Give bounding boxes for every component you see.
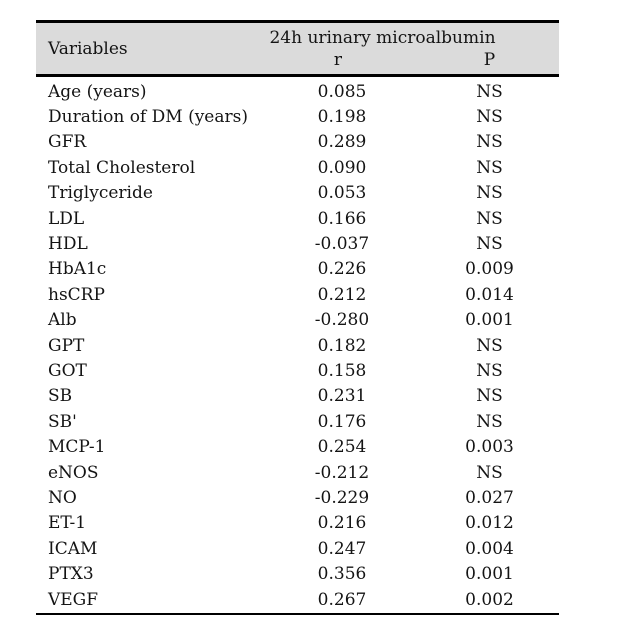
variable-cell: Alb (48, 310, 77, 331)
r-value-cell: 0.289 (317, 132, 367, 153)
r-value-cell: 0.182 (317, 335, 367, 356)
table-row: GPT 0.182 NS (36, 333, 559, 358)
p-value-cell: 0.004 (465, 538, 514, 559)
variables-column-header: Variables (48, 38, 128, 59)
p-value-cell: 0.027 (465, 487, 514, 508)
r-value-cell: 0.254 (317, 437, 367, 458)
variable-cell: NO (48, 487, 77, 508)
r-value-cell: 0.198 (317, 107, 367, 128)
variable-cell: GPT (48, 335, 85, 356)
table-row: Alb -0.280 0.001 (36, 308, 559, 333)
variable-cell: SB' (48, 411, 77, 432)
p-value-cell: 0.001 (465, 310, 514, 331)
r-value-cell: 0.085 (317, 81, 367, 102)
r-value-cell: 0.216 (317, 513, 367, 534)
correlation-table: Variables 24h urinary microalbumin r P A… (36, 20, 559, 616)
group-column-header: 24h urinary microalbumin (269, 28, 496, 48)
variable-cell: HbA1c (48, 259, 107, 280)
r-value-cell: -0.280 (314, 310, 370, 331)
p-value-cell: NS (476, 360, 503, 381)
table-row: GOT 0.158 NS (36, 358, 559, 383)
r-value-cell: -0.037 (314, 234, 370, 255)
r-value-cell: 0.231 (317, 386, 367, 407)
p-value-cell: NS (476, 107, 503, 128)
p-value-cell: NS (476, 81, 503, 102)
p-column-header: P (483, 50, 496, 70)
table-row: GFR 0.289 NS (36, 130, 559, 155)
p-value-cell: NS (476, 132, 503, 153)
table-row: HbA1c 0.226 0.009 (36, 257, 559, 282)
r-value-cell: 0.053 (317, 183, 367, 204)
table-row: LDL 0.166 NS (36, 206, 559, 231)
table-row: PTX3 0.356 0.001 (36, 561, 559, 586)
r-value-cell: 0.356 (317, 564, 367, 585)
table-row: hsCRP 0.212 0.014 (36, 282, 559, 307)
variable-cell: SB (48, 386, 73, 407)
r-value-cell: 0.267 (317, 589, 367, 610)
p-value-cell: NS (476, 157, 503, 178)
r-value-cell: 0.247 (317, 538, 367, 559)
table-body: Age (years) 0.085 NS Duration of DM (yea… (36, 77, 559, 613)
table-row: HDL -0.037 NS (36, 231, 559, 256)
variable-cell: Triglyceride (48, 183, 153, 204)
p-value-cell: 0.012 (465, 513, 514, 534)
table-row: Age (years) 0.085 NS (36, 79, 559, 104)
r-value-cell: 0.166 (317, 208, 367, 229)
variable-cell: Total Cholesterol (48, 157, 196, 178)
p-value-cell: NS (476, 183, 503, 204)
variable-cell: GOT (48, 360, 87, 381)
table-row: ET-1 0.216 0.012 (36, 511, 559, 536)
p-value-cell: NS (476, 462, 503, 483)
variable-cell: PTX3 (48, 564, 94, 585)
r-column-header: r (333, 50, 343, 70)
r-value-cell: 0.090 (317, 157, 367, 178)
table-row: VEGF 0.267 0.002 (36, 587, 559, 612)
table-header: Variables 24h urinary microalbumin r P (36, 23, 559, 77)
p-value-cell: NS (476, 208, 503, 229)
variable-cell: hsCRP (48, 284, 105, 305)
table-row: eNOS -0.212 NS (36, 460, 559, 485)
variable-cell: eNOS (48, 462, 99, 483)
table-row: MCP-1 0.254 0.003 (36, 434, 559, 459)
variable-cell: ET-1 (48, 513, 87, 534)
p-value-cell: 0.003 (465, 437, 514, 458)
p-value-cell: NS (476, 386, 503, 407)
variable-cell: MCP-1 (48, 437, 106, 458)
p-value-cell: NS (476, 234, 503, 255)
variable-cell: GFR (48, 132, 87, 153)
table-row: Triglyceride 0.053 NS (36, 181, 559, 206)
r-value-cell: -0.229 (314, 487, 370, 508)
variable-cell: Duration of DM (years) (48, 107, 248, 128)
table-row: Total Cholesterol 0.090 NS (36, 155, 559, 180)
variable-cell: ICAM (48, 538, 98, 559)
r-value-cell: -0.212 (314, 462, 370, 483)
p-value-cell: NS (476, 411, 503, 432)
r-value-cell: 0.212 (317, 284, 367, 305)
p-value-cell: 0.001 (465, 564, 514, 585)
table-row: NO -0.229 0.027 (36, 485, 559, 510)
variable-cell: Age (years) (48, 81, 147, 102)
table-row: Duration of DM (years) 0.198 NS (36, 104, 559, 129)
p-value-cell: 0.002 (465, 589, 514, 610)
variable-cell: VEGF (48, 589, 99, 610)
r-value-cell: 0.176 (317, 411, 367, 432)
table-row: ICAM 0.247 0.004 (36, 536, 559, 561)
r-value-cell: 0.158 (317, 360, 367, 381)
p-value-cell: 0.014 (465, 284, 514, 305)
variable-cell: LDL (48, 208, 85, 229)
variable-cell: HDL (48, 234, 88, 255)
r-value-cell: 0.226 (317, 259, 367, 280)
p-value-cell: NS (476, 335, 503, 356)
table-row: SB 0.231 NS (36, 384, 559, 409)
table-row: SB' 0.176 NS (36, 409, 559, 434)
p-value-cell: 0.009 (465, 259, 514, 280)
